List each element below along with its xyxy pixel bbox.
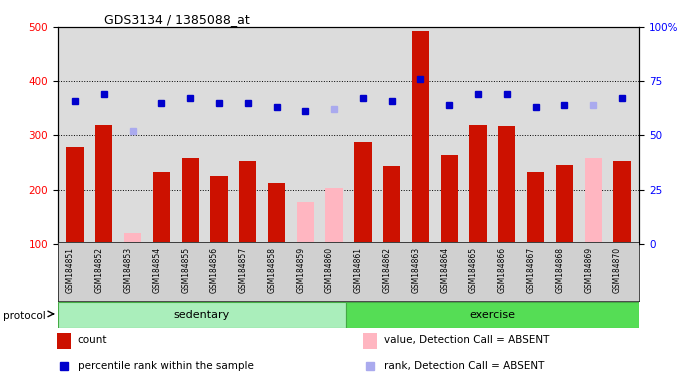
Text: GSM184870: GSM184870	[613, 247, 622, 293]
Text: GSM184853: GSM184853	[124, 247, 133, 293]
Text: value, Detection Call = ABSENT: value, Detection Call = ABSENT	[384, 335, 549, 345]
Bar	[58, 302, 345, 328]
Bar	[95, 124, 112, 244]
Bar	[326, 188, 343, 244]
Text: GSM184862: GSM184862	[383, 247, 392, 293]
Bar	[469, 124, 487, 244]
Text: GSM184852: GSM184852	[95, 247, 104, 293]
Text: GDS3134 / 1385088_at: GDS3134 / 1385088_at	[104, 13, 250, 26]
Text: GSM184868: GSM184868	[556, 247, 564, 293]
Bar	[239, 161, 256, 244]
Bar	[345, 302, 639, 328]
Text: GSM184859: GSM184859	[296, 247, 305, 293]
Text: protocol: protocol	[3, 311, 46, 321]
Text: percentile rank within the sample: percentile rank within the sample	[78, 361, 254, 371]
Text: GSM184866: GSM184866	[498, 247, 507, 293]
Bar	[182, 158, 199, 244]
Text: GSM184851: GSM184851	[66, 247, 75, 293]
Text: GSM184869: GSM184869	[584, 247, 593, 293]
Bar	[412, 31, 429, 244]
Bar	[153, 172, 170, 244]
Bar	[354, 142, 371, 244]
Text: exercise: exercise	[469, 310, 515, 320]
Bar	[67, 147, 84, 244]
Bar	[498, 126, 515, 244]
Bar	[268, 183, 285, 244]
Bar	[124, 233, 141, 244]
Bar	[585, 158, 602, 244]
Bar	[57, 333, 71, 349]
Bar	[556, 165, 573, 244]
Text: GSM184863: GSM184863	[411, 247, 420, 293]
Text: GSM184858: GSM184858	[267, 247, 277, 293]
Bar	[210, 176, 228, 244]
Text: GSM184865: GSM184865	[469, 247, 478, 293]
Text: GSM184860: GSM184860	[325, 247, 334, 293]
Text: count: count	[78, 335, 107, 345]
Text: GSM184855: GSM184855	[181, 247, 190, 293]
Text: sedentary: sedentary	[173, 310, 230, 320]
Text: GSM184854: GSM184854	[152, 247, 161, 293]
Text: GSM184856: GSM184856	[210, 247, 219, 293]
Text: GSM184861: GSM184861	[354, 247, 363, 293]
Bar	[383, 166, 401, 244]
Text: GSM184864: GSM184864	[440, 247, 449, 293]
Text: rank, Detection Call = ABSENT: rank, Detection Call = ABSENT	[384, 361, 544, 371]
Text: GSM184867: GSM184867	[526, 247, 536, 293]
Bar	[441, 156, 458, 244]
Bar	[613, 161, 630, 244]
Bar	[296, 202, 314, 244]
Bar	[527, 172, 544, 244]
Bar	[363, 333, 377, 349]
Text: GSM184857: GSM184857	[239, 247, 248, 293]
